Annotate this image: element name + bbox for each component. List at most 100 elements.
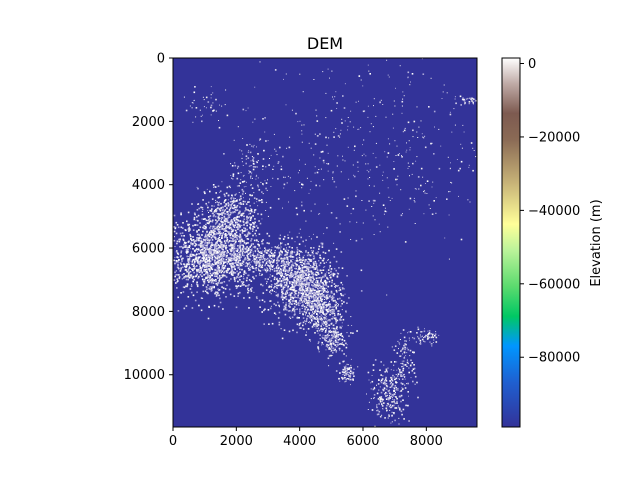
land-pixel: [245, 235, 247, 238]
land-pixel: [209, 257, 211, 259]
land-pixel: [303, 310, 306, 313]
land-pixel: [291, 311, 293, 313]
land-pixel: [329, 313, 331, 316]
land-pixel: [291, 285, 294, 287]
land-pixel: [244, 258, 246, 260]
land-pixel: [265, 187, 267, 190]
land-pixel: [185, 275, 187, 277]
land-pixel: [297, 279, 300, 281]
land-pixel: [391, 404, 394, 407]
land-pixel: [241, 282, 244, 285]
land-pixel: [261, 191, 263, 193]
land-pixel: [229, 257, 231, 259]
land-pixel: [319, 262, 322, 264]
land-pixel: [223, 253, 226, 256]
land-pixel: [281, 260, 283, 263]
land-pixel: [325, 301, 327, 303]
land-pixel: [402, 329, 405, 331]
land-pixel: [322, 312, 324, 314]
land-pixel: [263, 257, 265, 259]
land-pixel: [250, 280, 253, 282]
land-pixel: [215, 261, 218, 264]
land-pixel: [213, 233, 215, 236]
land-pixel: [468, 103, 470, 105]
land-pixel: [338, 347, 340, 349]
land-pixel: [281, 250, 283, 253]
land-pixel: [239, 149, 241, 151]
land-pixel: [380, 99, 382, 101]
land-pixel: [277, 301, 279, 304]
land-pixel: [235, 209, 237, 212]
land-pixel: [347, 125, 349, 127]
land-pixel: [206, 222, 209, 224]
land-pixel: [207, 284, 209, 286]
land-pixel: [312, 311, 313, 313]
land-pixel: [296, 264, 298, 266]
land-pixel: [211, 256, 214, 258]
land-pixel: [300, 299, 303, 301]
land-pixel: [320, 305, 322, 307]
land-pixel: [218, 294, 220, 297]
land-pixel: [256, 297, 258, 299]
land-pixel: [218, 239, 221, 241]
land-pixel: [201, 211, 203, 212]
land-pixel: [305, 296, 307, 298]
land-pixel: [331, 332, 333, 334]
land-pixel: [317, 285, 319, 287]
land-pixel: [231, 268, 234, 271]
land-pixel: [204, 241, 206, 243]
land-pixel: [274, 285, 276, 288]
land-pixel: [287, 292, 289, 294]
land-pixel: [309, 265, 311, 267]
land-pixel: [332, 98, 334, 100]
land-pixel: [231, 234, 234, 237]
land-pixel: [258, 263, 261, 265]
land-pixel: [191, 259, 194, 262]
land-pixel: [333, 340, 335, 342]
land-pixel: [229, 221, 231, 223]
land-pixel: [350, 371, 352, 372]
land-pixel: [406, 352, 408, 354]
land-pixel: [198, 256, 201, 259]
land-pixel: [381, 401, 383, 403]
land-pixel: [343, 353, 345, 355]
land-pixel: [382, 408, 384, 410]
land-pixel: [255, 269, 257, 271]
land-pixel: [205, 273, 207, 275]
land-pixel: [287, 270, 289, 273]
land-pixel: [322, 290, 324, 292]
land-pixel: [336, 345, 338, 347]
land-pixel: [387, 367, 389, 369]
land-pixel: [335, 303, 337, 306]
land-pixel: [384, 207, 386, 209]
land-pixel: [357, 366, 359, 368]
land-pixel: [316, 115, 318, 117]
land-pixel: [221, 277, 223, 279]
land-pixel: [399, 65, 401, 67]
land-pixel: [247, 260, 249, 262]
land-pixel: [317, 307, 319, 310]
land-pixel: [314, 310, 317, 312]
land-pixel: [184, 269, 187, 271]
land-pixel: [325, 294, 328, 297]
land-pixel: [190, 255, 192, 258]
land-pixel: [347, 369, 349, 371]
land-pixel: [306, 267, 308, 270]
land-pixel: [305, 320, 308, 323]
land-pixel: [355, 101, 357, 103]
land-pixel: [341, 122, 343, 124]
land-pixel: [204, 253, 206, 256]
land-pixel: [325, 313, 327, 315]
land-pixel: [186, 247, 189, 249]
land-pixel: [269, 290, 271, 291]
land-pixel: [331, 349, 333, 351]
land-pixel: [203, 225, 205, 227]
land-pixel: [176, 274, 179, 276]
land-pixel: [243, 273, 245, 276]
land-pixel: [319, 282, 321, 284]
land-pixel: [316, 304, 319, 307]
land-pixel: [193, 254, 195, 257]
land-pixel: [334, 96, 336, 98]
land-pixel: [231, 228, 233, 231]
land-pixel: [339, 338, 341, 340]
